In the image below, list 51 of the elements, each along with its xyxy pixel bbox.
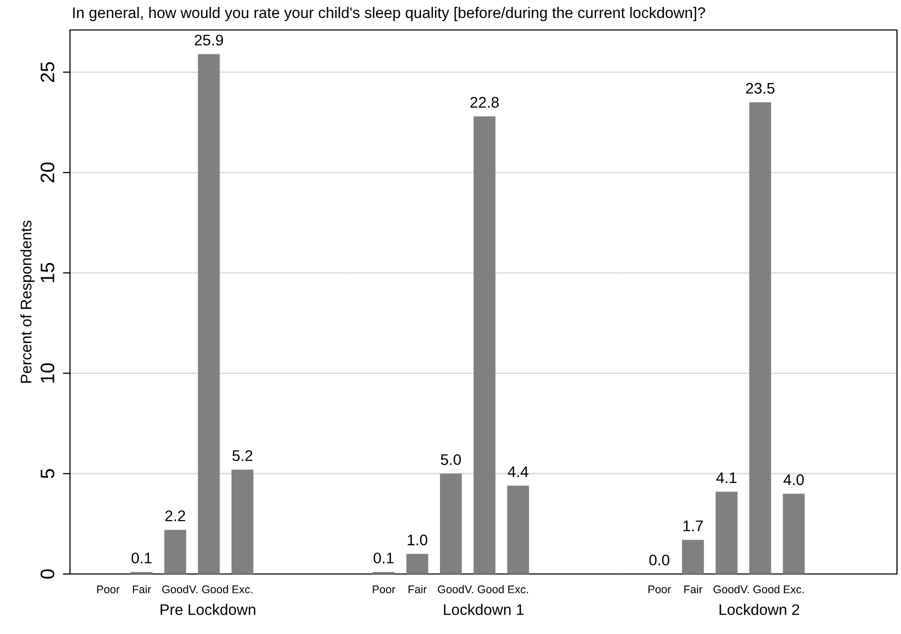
data-label: 0.1 — [132, 552, 152, 564]
data-label: 23.5 — [746, 82, 774, 94]
data-label: 5.0 — [440, 454, 461, 466]
bar — [749, 102, 772, 574]
text: In general, how would you rate your child's sleep quality [before/during the current lockdown]? — [73, 6, 706, 22]
x-axis-title: Lockdown 1 — [444, 604, 524, 616]
x-tick-label: V. Good — [740, 585, 780, 594]
bar — [406, 554, 428, 574]
bar — [232, 470, 254, 574]
x-tick-label: Poor — [97, 586, 120, 594]
data-label: 1.7 — [683, 520, 703, 532]
x-axis-title: Lockdown 2 — [720, 604, 800, 616]
y-tick-label: 25 — [40, 62, 54, 82]
x-tick-label: Poor — [372, 586, 396, 594]
bar — [198, 54, 220, 574]
x-tick-label: Good — [438, 585, 464, 594]
bar — [782, 494, 805, 574]
bar — [507, 486, 530, 574]
x-tick-label: Exc. — [508, 586, 528, 594]
data-label: 4.1 — [716, 472, 736, 483]
y-axis-title: Percent of Respondents — [20, 220, 35, 383]
x-tick-label: Good — [714, 585, 740, 594]
x-tick-label: Exc. — [232, 586, 252, 594]
bar — [474, 116, 496, 574]
data-label: 2.2 — [165, 510, 186, 522]
data-label: 22.8 — [470, 96, 499, 108]
x-tick-label: Fair — [132, 585, 151, 594]
y-tick-label: 5 — [40, 469, 54, 478]
y-tick-label: 15 — [40, 262, 54, 282]
x-tick-label: Fair — [684, 585, 702, 594]
bar — [716, 492, 738, 574]
x-tick-label: V. Good — [189, 585, 228, 594]
bar — [440, 474, 462, 574]
data-label: 5.2 — [232, 450, 252, 462]
y-tick-label: 10 — [40, 363, 54, 383]
data-label: 0.1 — [374, 552, 394, 564]
x-tick-label: Good — [162, 585, 188, 594]
x-axis-title: Pre Lockdown — [160, 604, 256, 616]
y-tick-label: 0 — [40, 569, 54, 579]
x-tick-label: Poor — [648, 586, 671, 594]
data-label: 0.0 — [649, 554, 670, 566]
bar — [164, 530, 186, 574]
data-label: 4.0 — [784, 474, 804, 486]
data-label: 4.4 — [508, 466, 528, 477]
bar — [682, 540, 704, 574]
data-label: 1.0 — [408, 534, 428, 546]
x-tick-label: V. Good — [464, 585, 504, 594]
y-tick-label: 20 — [40, 162, 54, 182]
x-tick-label: Exc. — [784, 586, 804, 594]
data-label: 25.9 — [194, 34, 223, 46]
x-tick-label: Fair — [408, 585, 427, 594]
